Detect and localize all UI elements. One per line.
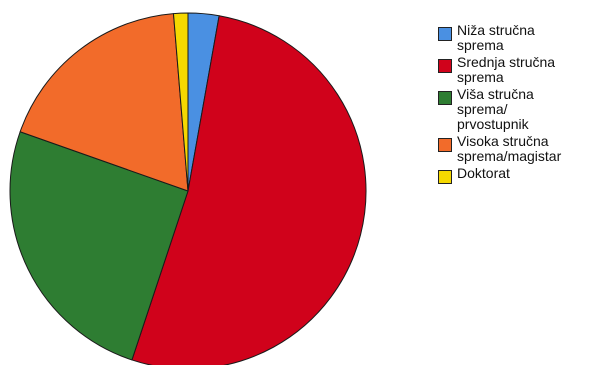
legend-swatch-visa-strucna-sprema (438, 91, 452, 105)
legend-swatch-niza-strucna-sprema (438, 27, 452, 41)
legend-label-visa-strucna-sprema: Viša stručna sprema/ prvostupnik (457, 86, 534, 132)
legend-label-visoka-strucna-sprema: Visoka stručna sprema/magistar (457, 133, 562, 164)
legend-item-visoka-strucna-sprema: Visoka stručna sprema/magistar (438, 134, 601, 164)
legend-swatch-visoka-strucna-sprema (438, 138, 452, 152)
legend-swatch-srednja-strucna-sprema (438, 59, 452, 73)
legend: Niža stručna sprema Srednja stručna spre… (438, 23, 601, 186)
pie-slice-visa-strucna-sprema (9, 131, 189, 361)
pie-slices (9, 12, 367, 365)
legend-item-niza-strucna-sprema: Niža stručna sprema (438, 23, 601, 53)
legend-label-srednja-strucna-sprema: Srednja stručna sprema (457, 54, 556, 85)
legend-swatch-doktorat (438, 170, 452, 184)
legend-item-srednja-strucna-sprema: Srednja stručna sprema (438, 55, 601, 85)
legend-item-doktorat: Doktorat (438, 166, 601, 184)
pie-slice-srednja-strucna-sprema (131, 15, 367, 365)
legend-item-visa-strucna-sprema: Viša stručna sprema/ prvostupnik (438, 87, 601, 132)
legend-label-niza-strucna-sprema: Niža stručna sprema (457, 23, 535, 53)
pie-slice-visoka-strucna-sprema (19, 13, 189, 192)
pie-slice-doktorat (172, 12, 189, 192)
legend-label-doktorat: Doktorat (457, 165, 510, 181)
